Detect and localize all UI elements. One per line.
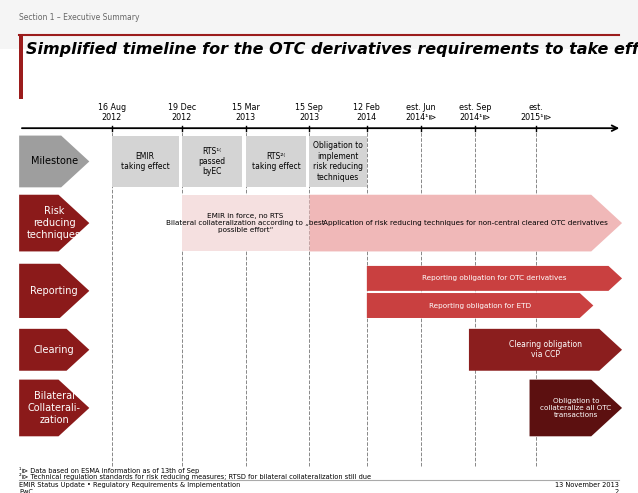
Bar (246, 136, 306, 187)
Polygon shape (367, 293, 593, 318)
Polygon shape (19, 264, 89, 318)
Text: Bilateral
Collaterali-
zation: Bilateral Collaterali- zation (27, 391, 81, 424)
Polygon shape (469, 329, 622, 371)
Bar (0, 0, 638, 49)
Text: 15 Sep
2013: 15 Sep 2013 (295, 103, 323, 122)
Polygon shape (19, 329, 89, 371)
Polygon shape (309, 195, 622, 251)
Text: 13 November 2013
2: 13 November 2013 2 (555, 482, 619, 493)
Text: 16 Aug
2012: 16 Aug 2012 (98, 103, 126, 122)
Text: Reporting: Reporting (31, 286, 78, 296)
Text: Clearing: Clearing (34, 345, 75, 355)
Polygon shape (19, 195, 89, 251)
Text: EMIR in force, no RTS
Bilateral collateralization according to „best
possible ef: EMIR in force, no RTS Bilateral collater… (167, 213, 325, 233)
Text: Reporting obligation for ETD: Reporting obligation for ETD (429, 303, 531, 309)
Text: est. Jun
2014¹⧐: est. Jun 2014¹⧐ (405, 103, 437, 122)
Text: Obligation to
collateralize all OTC
transactions: Obligation to collateralize all OTC tran… (540, 398, 611, 418)
Text: Obligation to
implement
risk reducing
techniques: Obligation to implement risk reducing te… (313, 141, 363, 181)
Text: Section 1 – Executive Summary: Section 1 – Executive Summary (19, 13, 140, 22)
Bar (182, 136, 242, 187)
Polygon shape (19, 136, 89, 187)
Bar (19, 35, 23, 99)
Text: RTS¹⁽
passed
byEC: RTS¹⁽ passed byEC (198, 146, 226, 176)
Text: Reporting obligation for OTC derivatives: Reporting obligation for OTC derivatives (422, 276, 567, 282)
Text: 15 Mar
2013: 15 Mar 2013 (232, 103, 260, 122)
Polygon shape (530, 380, 622, 436)
Polygon shape (367, 266, 622, 291)
Text: Milestone: Milestone (31, 156, 78, 167)
Text: 19 Dec
2012: 19 Dec 2012 (168, 103, 196, 122)
Text: ¹⧐ Data based on ESMA information as of 13th of Sep: ¹⧐ Data based on ESMA information as of … (19, 467, 200, 474)
Text: Risk
reducing
techniques: Risk reducing techniques (27, 207, 81, 240)
Text: ²⧐ Technical regulation standards for risk reducing measures; RTSD for bilateral: ²⧐ Technical regulation standards for ri… (19, 473, 371, 480)
Text: Simplified timeline for the OTC derivatives requirements to take effect: Simplified timeline for the OTC derivati… (26, 42, 638, 57)
Text: 12 Feb
2014: 12 Feb 2014 (353, 103, 380, 122)
Text: est.
2015¹⧐: est. 2015¹⧐ (520, 103, 552, 122)
Text: EMIR
taking effect: EMIR taking effect (121, 152, 170, 171)
Bar (182, 195, 309, 251)
Text: EMIR Status Update • Regulatory Requirements & Implementation
PwC: EMIR Status Update • Regulatory Requirem… (19, 482, 241, 493)
Text: Application of risk reducing techniques for non-central cleared OTC derivatives: Application of risk reducing techniques … (323, 220, 608, 226)
Text: est. Sep
2014¹⧐: est. Sep 2014¹⧐ (459, 103, 491, 122)
Polygon shape (19, 380, 89, 436)
Bar (309, 136, 367, 187)
Text: RTS²⁽
taking effect: RTS²⁽ taking effect (251, 152, 300, 171)
Text: Clearing obligation
via CCP: Clearing obligation via CCP (509, 340, 582, 359)
Bar (112, 136, 179, 187)
